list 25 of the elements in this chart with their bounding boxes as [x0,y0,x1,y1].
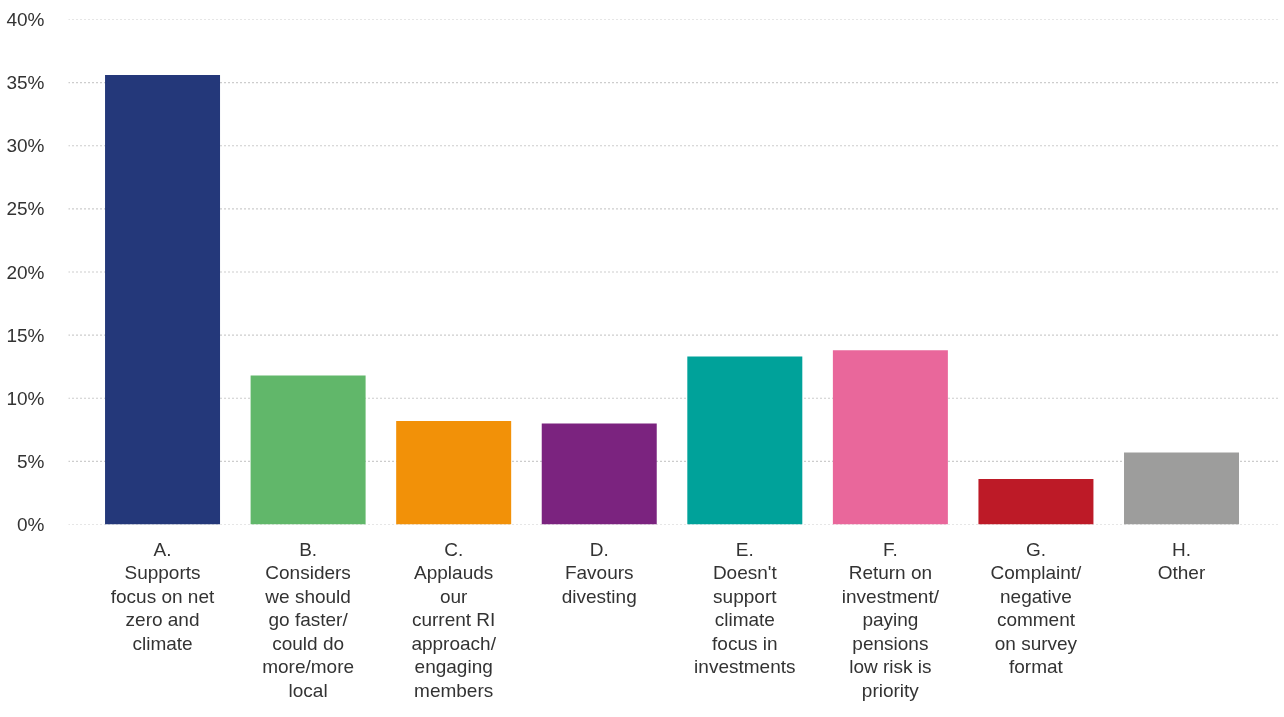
y-tick-label: 5% [17,450,45,472]
x-tick-label: C. Applauds our current RI approach/ engaging members [411,538,497,701]
y-tick-label: 10% [6,387,45,409]
y-tick-label: 40% [6,9,45,30]
y-tick-label: 35% [6,72,45,94]
bar [978,479,1094,525]
bar [105,75,221,525]
bar [1124,452,1240,525]
x-tick-label: G. Complaint/ negative comment on survey format [990,538,1083,678]
y-tick-label: 25% [6,198,45,220]
x-tick-label: F. Return on investment/ paying pensions low risk is priority [841,538,940,701]
y-tick-label: 0% [17,514,45,535]
bar [687,356,803,525]
y-tick-label: 15% [6,324,45,346]
bar [541,423,657,525]
bar [832,350,948,525]
x-tick-label: D. Favours divesting [561,538,637,607]
bar [250,375,366,525]
bar [396,420,512,525]
x-tick-label: E. Doesn't support climate focus in investments [694,538,796,678]
x-tick-label: B. Considers we should go faster/ could do more/more local [262,538,355,701]
x-tick-label: A. Supports focus on net zero and climate [110,538,216,654]
y-tick-label: 20% [6,261,45,283]
x-tick-label: H. Other [1157,538,1206,584]
y-tick-label: 30% [6,135,45,157]
